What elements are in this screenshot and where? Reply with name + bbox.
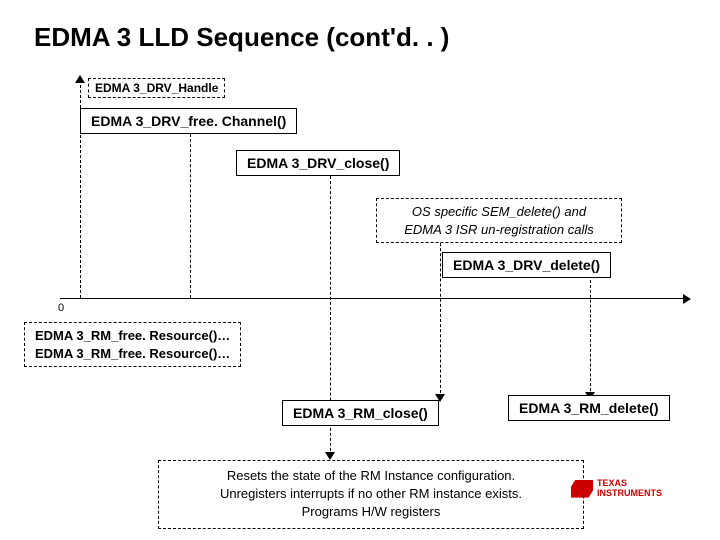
- axis-origin-label: 0: [58, 302, 64, 314]
- handle-box: EDMA 3_DRV_Handle: [88, 78, 225, 98]
- footer-note-text: Resets the state of the RM Instance conf…: [220, 468, 522, 519]
- rm-free-box: EDMA 3_RM_free. Resource()…EDMA 3_RM_fre…: [24, 322, 241, 367]
- arrow-down-icon: [325, 452, 335, 460]
- ti-text-line2: INSTRUMENTS: [597, 489, 662, 498]
- footer-note-box: Resets the state of the RM Instance conf…: [158, 460, 584, 529]
- page-title: EDMA 3 LLD Sequence (cont'd. . ): [34, 22, 449, 53]
- rm-close-box: EDMA 3_RM_close(): [282, 400, 439, 426]
- arrow-up-icon: [75, 75, 85, 83]
- rm-free-text: EDMA 3_RM_free. Resource()…EDMA 3_RM_fre…: [35, 327, 230, 362]
- ti-chip-icon: [571, 480, 593, 498]
- ti-logo: TEXAS INSTRUMENTS: [571, 479, 662, 498]
- time-axis: [60, 298, 684, 299]
- ti-logo-text: TEXAS INSTRUMENTS: [597, 479, 662, 498]
- lifeline-osnote: [440, 238, 441, 398]
- rm-delete-box: EDMA 3_RM_delete(): [508, 395, 670, 421]
- os-note-text: OS specific SEM_delete() andEDMA 3 ISR u…: [404, 204, 594, 237]
- drv-delete-box: EDMA 3_DRV_delete(): [442, 252, 611, 278]
- drv-close-box: EDMA 3_DRV_close(): [236, 150, 400, 176]
- os-note-box: OS specific SEM_delete() andEDMA 3 ISR u…: [376, 198, 622, 243]
- free-channel-box: EDMA 3_DRV_free. Channel(): [80, 108, 297, 134]
- lifeline-freechannel: [190, 134, 191, 298]
